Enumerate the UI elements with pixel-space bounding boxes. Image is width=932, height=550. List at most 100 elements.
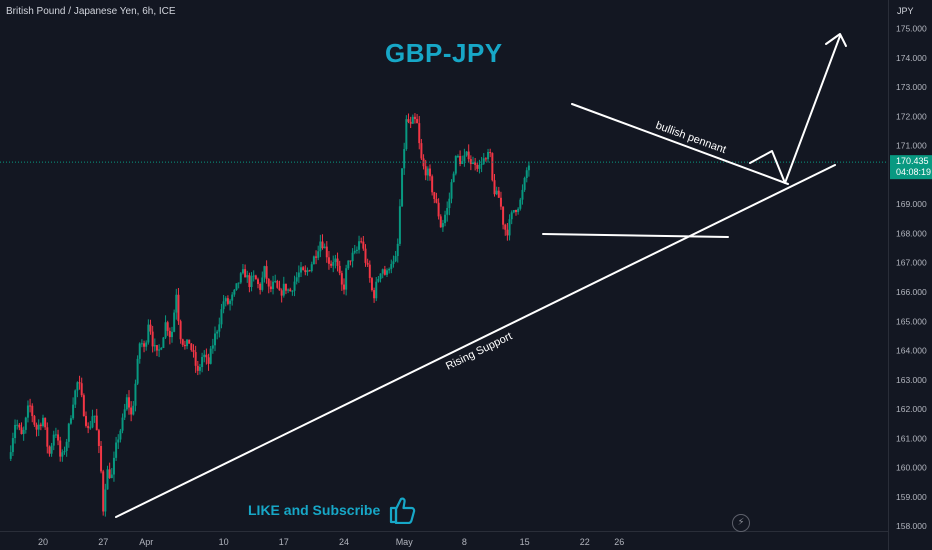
candle-body	[502, 206, 505, 225]
candle-body	[446, 208, 449, 215]
candle-body	[115, 442, 118, 458]
time-tick-label: 15	[520, 537, 530, 547]
candle-body	[259, 284, 262, 290]
candle-body	[205, 354, 208, 358]
currency-label: JPY	[897, 6, 914, 16]
candle-body	[160, 347, 163, 350]
candle-body	[265, 266, 268, 279]
time-tick-label: 20	[38, 537, 48, 547]
candle-body	[216, 331, 219, 334]
candle-body	[112, 457, 115, 475]
candle-body	[179, 321, 182, 340]
candle-body	[370, 278, 373, 291]
candle-body	[151, 331, 154, 347]
lightning-icon[interactable]: ⚡	[732, 514, 750, 532]
candle-body	[398, 206, 401, 244]
candle-body	[82, 395, 85, 417]
candle-body	[26, 405, 29, 418]
candle-body	[175, 294, 178, 313]
candle-body	[220, 309, 223, 325]
candle-body	[46, 427, 49, 447]
candle-body	[239, 273, 242, 283]
candle-body	[377, 278, 380, 282]
candle-body	[390, 264, 393, 269]
candle-body	[263, 266, 266, 278]
price-tick-label: 171.000	[896, 141, 927, 151]
time-tick-label: Apr	[139, 537, 153, 547]
candle-body	[349, 260, 352, 262]
candle-body	[52, 434, 55, 446]
candle-body	[192, 349, 195, 353]
price-badge-countdown: 04:08:19	[896, 167, 931, 177]
candle-body	[110, 474, 113, 478]
candle-body	[409, 121, 412, 124]
candle-body	[386, 270, 388, 275]
candle-body	[368, 264, 371, 279]
candle-body	[291, 290, 294, 292]
candle-body	[61, 452, 64, 457]
price-tick-label: 158.000	[896, 521, 927, 531]
candle-body	[123, 409, 126, 418]
price-tick-label: 168.000	[896, 228, 927, 238]
candle-body	[198, 366, 201, 371]
candle-body	[491, 153, 494, 181]
candle-body	[345, 268, 348, 290]
candle-body	[330, 263, 333, 266]
candle-body	[413, 116, 416, 120]
candle-body	[302, 267, 305, 271]
candle-body	[250, 276, 253, 288]
candle-body	[405, 119, 408, 150]
candle-body	[108, 469, 111, 478]
candle-body	[497, 190, 500, 198]
candle-body	[89, 427, 92, 429]
candle-body	[429, 168, 431, 177]
price-tick-label: 165.000	[896, 316, 927, 326]
pennant-lower-line	[542, 233, 729, 238]
candle-body	[149, 324, 152, 332]
candle-body	[93, 415, 96, 417]
candle-body	[353, 250, 356, 253]
candle-body	[128, 397, 130, 408]
price-axis[interactable]: 158.000 159.000 160.000 161.000 162.000 163.0…	[896, 23, 927, 531]
candle-body	[130, 407, 133, 415]
candle-body	[37, 424, 40, 430]
candle-body	[222, 301, 225, 310]
candle-body	[362, 241, 365, 249]
candle-body	[237, 282, 240, 284]
candles	[9, 113, 530, 517]
candle-body	[24, 417, 27, 430]
candle-body	[63, 450, 66, 453]
price-tick-label: 163.000	[896, 375, 927, 385]
candle-body	[125, 397, 128, 410]
pennant-upper-line	[571, 103, 789, 185]
candle-body	[487, 152, 490, 160]
candle-body	[517, 208, 520, 213]
time-tick-label: 17	[279, 537, 289, 547]
symbol-description[interactable]: British Pound / Japanese Yen, 6h, ICE	[6, 6, 176, 17]
candle-body	[80, 383, 83, 396]
time-tick-label: 27	[98, 537, 108, 547]
chart-title: GBP-JPY	[385, 38, 503, 68]
projection-arrow	[749, 35, 841, 184]
candle-body	[257, 279, 259, 285]
candle-body	[164, 322, 167, 338]
candle-body	[521, 189, 524, 200]
candle-body	[132, 405, 135, 415]
candle-body	[480, 163, 483, 165]
time-axis[interactable]: 20 27 Apr 10 17 24 May 8 15 22 26	[38, 537, 624, 547]
candle-body	[306, 270, 309, 273]
candle-body	[162, 337, 165, 348]
candle-body	[508, 219, 511, 236]
price-tick-label: 161.000	[896, 433, 927, 443]
candle-body	[452, 173, 455, 183]
candle-body	[448, 198, 451, 209]
cta-text: LIKE and Subscribe	[248, 502, 381, 518]
candle-body	[39, 424, 42, 427]
price-tick-label: 173.000	[896, 82, 927, 92]
candle-body	[282, 283, 285, 296]
candle-body	[420, 143, 423, 159]
candle-body	[454, 156, 457, 174]
candle-body	[332, 262, 335, 266]
